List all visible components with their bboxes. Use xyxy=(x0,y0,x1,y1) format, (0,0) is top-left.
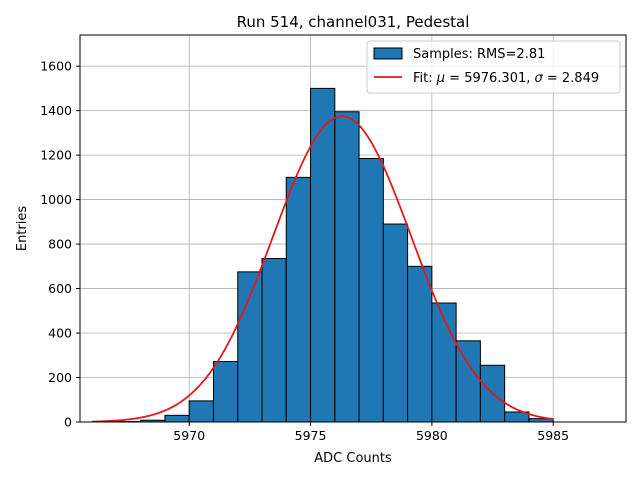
histogram-bar xyxy=(407,265,433,423)
legend-fit-sigma-value: = 2.849 xyxy=(543,71,599,86)
histogram-bar xyxy=(310,87,336,423)
y-tick-label: 0 xyxy=(64,415,72,430)
histogram-bar xyxy=(261,258,287,423)
ticks-layer: 5970 5975 5980 5985 0 200 400 600 800 1000 1200 140… xyxy=(40,59,569,443)
legend-fit-prefix: Fit: xyxy=(413,71,437,86)
legend-fit-mu-symbol: μ xyxy=(436,71,445,86)
x-tick-label: 5985 xyxy=(537,428,569,443)
plot-frame xyxy=(79,34,627,423)
y-tick-label: 1000 xyxy=(40,192,72,207)
chart-title: Run 514, channel031, Pedestal xyxy=(237,13,470,31)
bars-layer xyxy=(91,87,554,423)
legend-label-fit: Fit: μ = 5976.301, σ = 2.849 xyxy=(413,71,599,86)
histogram-bar xyxy=(212,361,239,423)
y-tick-label: 600 xyxy=(48,281,72,296)
y-tick-label: 1400 xyxy=(40,103,72,118)
x-tick-label: 5975 xyxy=(295,428,327,443)
y-tick-label: 1600 xyxy=(40,59,72,74)
legend-label-samples: Samples: RMS=2.81 xyxy=(413,47,545,62)
legend-fit-sigma-symbol: σ xyxy=(535,71,544,86)
legend-swatch-samples xyxy=(373,47,403,60)
legend-fit-mu-value: = 5976.301, xyxy=(445,71,534,86)
y-tick-label: 1200 xyxy=(40,148,72,163)
histogram-bar xyxy=(431,302,457,423)
y-tick-label: 800 xyxy=(48,237,72,252)
x-tick-label: 5980 xyxy=(416,428,448,443)
y-axis-label: Entries xyxy=(15,206,30,252)
histogram-bar xyxy=(382,223,409,423)
x-tick-label: 5970 xyxy=(173,428,205,443)
histogram-bar xyxy=(455,340,481,423)
legend: Samples: RMS=2.81 Fit: μ = 5976.301, σ =… xyxy=(366,40,621,94)
histogram-bar xyxy=(164,414,190,423)
y-tick-label: 200 xyxy=(48,370,72,385)
histogram-bar xyxy=(188,400,214,423)
fit-curve xyxy=(92,115,554,423)
histogram-bar xyxy=(358,157,384,423)
legend-box xyxy=(366,40,621,94)
x-axis-label: ADC Counts xyxy=(314,451,392,466)
histogram-bar xyxy=(334,111,360,423)
histogram-bar xyxy=(285,176,312,423)
y-tick-label: 400 xyxy=(48,326,72,341)
